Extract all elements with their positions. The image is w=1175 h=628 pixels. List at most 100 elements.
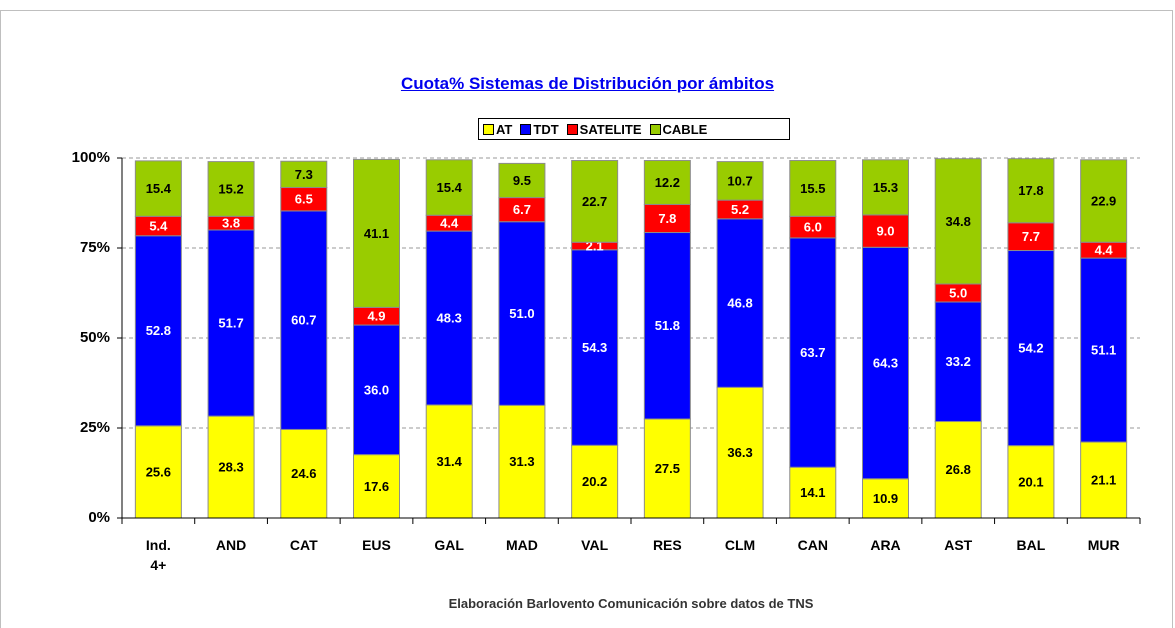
legend: AT TDT SATELITE CABLE: [478, 118, 790, 140]
bar-segment: [1007, 158, 1055, 224]
frame: [0, 10, 1173, 628]
legend-label: SATELITE: [579, 121, 642, 137]
data-label: 10.9: [873, 491, 898, 506]
data-label: 31.3: [509, 454, 534, 469]
data-label: 14.1: [800, 485, 825, 500]
bar-segment: [862, 478, 909, 519]
y-tick-label: 100%: [72, 149, 110, 166]
data-label: 17.8: [1018, 183, 1043, 198]
data-label: 5.2: [731, 202, 749, 217]
legend-swatch: [520, 123, 532, 135]
bar-segment: [280, 160, 328, 189]
data-label: 60.7: [291, 313, 316, 328]
legend-label: AT: [496, 121, 513, 137]
x-tick-label: CAT: [289, 537, 318, 553]
bar-segment: [789, 466, 837, 519]
data-label: 27.5: [655, 461, 680, 476]
data-label: 28.3: [218, 459, 243, 474]
bar-segment: [643, 160, 691, 205]
bar-segment: [571, 444, 619, 519]
data-label: 33.2: [946, 354, 971, 369]
bar-segment: [1007, 222, 1055, 252]
data-label: 22.7: [582, 194, 607, 209]
x-tick-label: CAN: [797, 537, 828, 553]
data-label: 46.8: [727, 296, 752, 311]
data-label: 7.8: [658, 211, 676, 226]
legend-label: CABLE: [662, 121, 708, 137]
data-label: 9.0: [876, 224, 894, 239]
bar-segment: [862, 214, 909, 248]
data-label: 17.6: [364, 479, 389, 494]
x-tick-label: Ind. 4+: [145, 537, 171, 573]
data-label: 26.8: [946, 462, 971, 477]
data-label: 31.4: [437, 454, 463, 469]
data-label: 25.6: [146, 464, 171, 479]
bar-segment: [571, 160, 619, 243]
x-tick-label: CLM: [724, 537, 756, 553]
bar-segment: [934, 421, 982, 519]
data-label: 15.3: [873, 180, 898, 195]
bar-segment: [353, 324, 400, 456]
chart-title: Cuota% Sistemas de Distribución por ámbi…: [400, 74, 775, 93]
data-label: 64.3: [873, 355, 898, 370]
bar-segment: [134, 235, 182, 427]
legend-item: CABLE: [649, 121, 708, 137]
bar-segment: [425, 159, 473, 216]
y-tick-label: 25%: [80, 419, 110, 436]
bar-segment: [1007, 445, 1055, 519]
bar-segment: [1007, 250, 1055, 447]
bar-segment: [643, 203, 691, 234]
data-label: 15.5: [800, 181, 825, 196]
data-label: 21.1: [1091, 472, 1116, 487]
data-label: 15.2: [218, 181, 243, 196]
bar-segment: [716, 218, 764, 388]
data-label: 20.2: [582, 474, 607, 489]
y-tick-label: 75%: [80, 239, 110, 256]
data-label: 36.3: [727, 445, 752, 460]
x-tick-label: AND: [215, 537, 247, 553]
bar-segment: [498, 197, 546, 223]
bar-segment: [862, 246, 909, 480]
bar-segment: [789, 160, 837, 217]
footer: Elaboración Barlovento Comunicación sobr…: [448, 596, 814, 611]
data-label: 5.4: [149, 218, 168, 233]
x-tick-label: GAL: [434, 537, 464, 553]
bar-segment: [1080, 159, 1128, 243]
bar-segment: [716, 386, 764, 519]
bar-segment: [280, 428, 328, 519]
bar-segment: [207, 229, 255, 417]
y-tick-label: 0%: [88, 509, 110, 526]
x-tick-label: EUS: [362, 537, 391, 553]
bar-segment: [934, 158, 982, 285]
legend-swatch: [566, 123, 578, 135]
data-label: 15.4: [146, 181, 172, 196]
data-label: 20.1: [1018, 474, 1043, 489]
legend-item: SATELITE: [566, 121, 642, 137]
data-label: 63.7: [800, 345, 825, 360]
bar-segment: [425, 404, 473, 519]
x-tick-label: MUR: [1087, 537, 1120, 553]
data-label: 10.7: [727, 173, 752, 188]
bar-segment: [425, 230, 473, 406]
bar-segment: [571, 249, 619, 446]
data-label: 22.9: [1091, 193, 1116, 208]
data-label: 51.7: [218, 315, 243, 330]
bar-segment: [498, 221, 546, 406]
data-label: 6.0: [804, 220, 822, 235]
data-label: 6.7: [513, 202, 531, 217]
data-label: 15.4: [437, 180, 463, 195]
data-label: 34.8: [946, 214, 971, 229]
legend-item: TDT: [520, 122, 559, 137]
data-label: 5.0: [949, 285, 967, 300]
data-label: 48.3: [437, 310, 462, 325]
data-label: 36.0: [364, 382, 389, 397]
data-label: 54.3: [582, 340, 607, 355]
legend-swatch: [649, 123, 661, 135]
data-label: 3.8: [222, 216, 240, 231]
bar-segment: [280, 210, 328, 430]
y-tick-label: 50%: [80, 329, 110, 346]
x-tick-label: VAL: [581, 537, 609, 553]
bar-segment: [716, 161, 764, 201]
